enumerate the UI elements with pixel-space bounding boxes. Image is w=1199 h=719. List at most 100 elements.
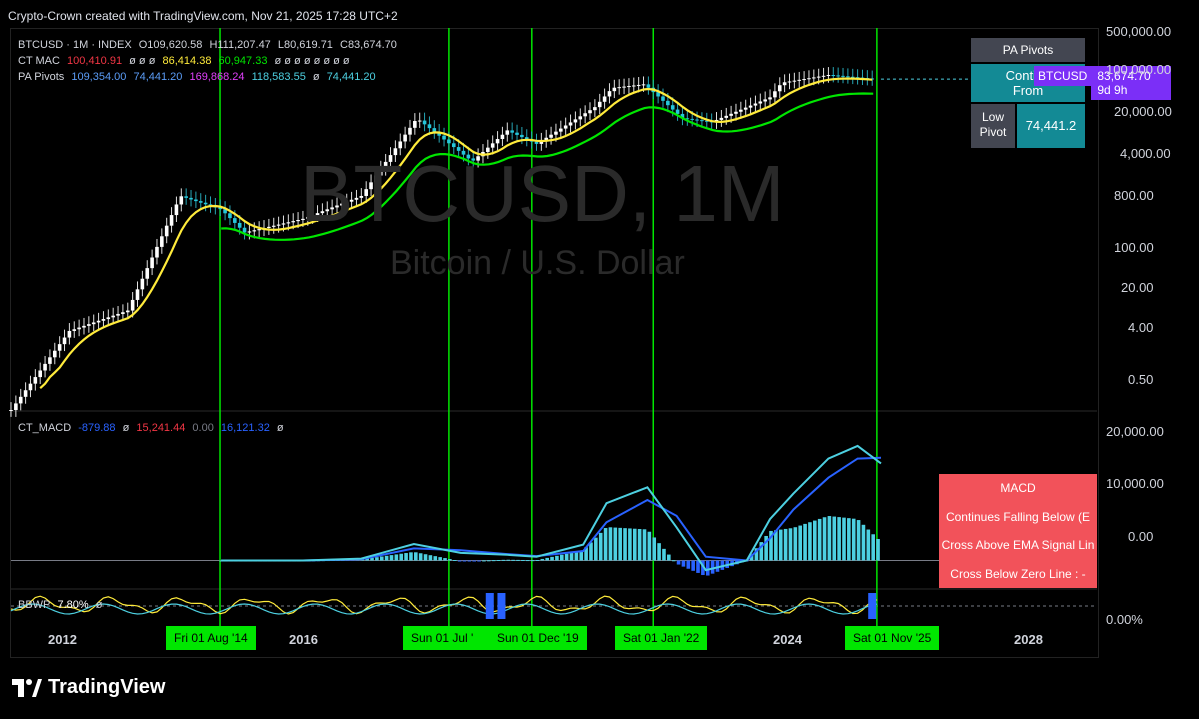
time-marker-label[interactable]: Sat 01 Jan '22 xyxy=(615,626,708,650)
price-candle-body xyxy=(408,127,412,135)
legend-macd-label: CT_MACD xyxy=(18,422,72,434)
price-candle-body xyxy=(748,105,753,108)
legend-papivots-null: ø xyxy=(312,71,320,83)
time-marker-label[interactable]: Sun 01 Jul ' xyxy=(403,626,490,650)
ema-slow-line xyxy=(221,92,874,241)
macd-histogram-bar xyxy=(705,560,710,576)
macd-histogram-bar xyxy=(487,560,491,562)
time-axis-year: 2016 xyxy=(289,632,318,647)
legend-ctmac-nulls1: ø ø ø xyxy=(129,55,156,67)
price-candle-body xyxy=(724,115,729,118)
macd-histogram-bar xyxy=(623,528,627,561)
macd-histogram-bar xyxy=(618,527,622,561)
macd-histogram-bar xyxy=(472,560,477,562)
price-candle-body xyxy=(787,81,792,83)
ema-fast-line xyxy=(39,77,873,390)
price-candle-body xyxy=(743,107,748,110)
macd-line xyxy=(221,444,882,572)
price-candle-body xyxy=(515,132,519,135)
price-candle-body xyxy=(257,229,261,231)
pa-low-pivot-label: Low Pivot xyxy=(971,104,1015,148)
legend-ctmac-v2: 86,414.38 xyxy=(162,55,212,67)
price-candle-body xyxy=(704,120,709,122)
price-candle-body xyxy=(388,155,393,162)
time-marker-label[interactable]: Fri 01 Aug '14 xyxy=(166,626,256,650)
macd-histogram-bar xyxy=(540,558,545,561)
legend-papivots-label: PA Pivots xyxy=(18,71,65,83)
price-candle-body xyxy=(500,134,505,140)
price-candle-body xyxy=(437,131,441,136)
price-candle-body xyxy=(524,137,529,140)
price-candle-body xyxy=(194,199,198,202)
price-candle-body xyxy=(228,213,232,219)
macd-histogram-bar xyxy=(219,560,223,562)
price-candle-body xyxy=(554,131,558,135)
price-candle-body xyxy=(826,74,831,76)
price-candle-body xyxy=(612,87,617,92)
legend-macd-n2: ø xyxy=(276,422,284,434)
price-candle-body xyxy=(729,113,733,116)
legend-papivots-row[interactable]: PA Pivots 109,354.00 74,441.20 169,868.2… xyxy=(18,71,380,83)
price-candle-body xyxy=(841,75,845,77)
price-candle-body xyxy=(18,396,23,404)
price-candle-body xyxy=(734,111,738,114)
bbwp-axis-label: 0.00% xyxy=(1106,612,1143,627)
price-candle-body xyxy=(417,120,422,122)
price-candle-body xyxy=(150,257,154,269)
legend-low: L80,619.71 xyxy=(277,39,333,51)
price-candle-body xyxy=(495,139,500,144)
price-candle-body xyxy=(573,119,578,123)
price-candle-body xyxy=(276,224,281,226)
price-candle-body xyxy=(43,363,47,371)
price-candle-body xyxy=(130,299,135,311)
price-candle-body xyxy=(807,78,811,80)
price-candle-body xyxy=(846,76,850,78)
price-candle-body xyxy=(490,143,495,148)
macd-histogram-bar xyxy=(545,557,549,561)
price-candle-body xyxy=(315,213,320,216)
macd-histogram-bar xyxy=(822,517,827,561)
legend-macd-n1: ø xyxy=(122,422,130,434)
price-candle-body xyxy=(179,196,184,205)
macd-histogram-bar xyxy=(574,551,579,561)
price-candle-body xyxy=(447,139,451,144)
price-candle-body xyxy=(374,175,378,183)
macd-histogram-bar xyxy=(404,553,408,561)
price-candle-body xyxy=(72,329,77,331)
macd-histogram-bar xyxy=(467,560,472,562)
price-candle-body xyxy=(28,383,33,391)
attribution-text: Crypto-Crown created with TradingView.co… xyxy=(8,9,398,23)
legend-ctmac-nulls2: ø ø ø ø ø ø ø ø xyxy=(274,55,350,67)
price-candle-body xyxy=(160,236,164,247)
legend-macd-row[interactable]: CT_MACD -879.88 ø 15,241.44 0.00 16,121.… xyxy=(18,422,288,434)
time-marker-label[interactable]: Sat 01 Nov '25 xyxy=(845,626,940,650)
macd-histogram-bar xyxy=(676,560,681,565)
price-candle-body xyxy=(666,100,670,106)
price-candle-body xyxy=(792,80,797,82)
macd-table-row3: Cross Below Zero Line : - xyxy=(950,566,1086,581)
bbwp-extreme-bar xyxy=(868,593,877,619)
price-candle-body xyxy=(140,278,145,290)
price-axis-label: 20,000.00 xyxy=(1114,104,1172,119)
price-candle-body xyxy=(106,317,111,320)
legend-macd-v2: 15,241.44 xyxy=(136,422,186,434)
legend-bbwp-row[interactable]: BBWP 7.80% ø xyxy=(18,599,106,611)
tradingview-logo[interactable]: TradingView xyxy=(12,676,165,699)
price-candle-body xyxy=(593,107,597,111)
price-candle-body xyxy=(588,110,592,114)
price-candle-body xyxy=(189,197,193,200)
price-axis-label: 0.50 xyxy=(1128,372,1154,387)
macd-axis-label: 20,000.00 xyxy=(1106,424,1164,439)
time-marker-label[interactable]: Sun 01 Dec '19 xyxy=(489,626,587,650)
macd-histogram-bar xyxy=(701,560,705,576)
price-axis-label: 800.00 xyxy=(1114,188,1154,203)
legend-symbol-row[interactable]: BTCUSD · 1M · INDEX O109,620.58 H111,207… xyxy=(18,39,401,51)
legend-ctmac-row[interactable]: CT MAC 100,410.91 ø ø ø 86,414.38 60,947… xyxy=(18,55,354,67)
macd-histogram-bar xyxy=(428,555,433,561)
macd-histogram-bar xyxy=(569,552,574,561)
attribution-bar: Crypto-Crown created with TradingView.co… xyxy=(0,0,1199,30)
macd-histogram-bar xyxy=(389,555,394,561)
macd-histogram-bar xyxy=(832,516,837,561)
price-candle-body xyxy=(398,141,403,149)
